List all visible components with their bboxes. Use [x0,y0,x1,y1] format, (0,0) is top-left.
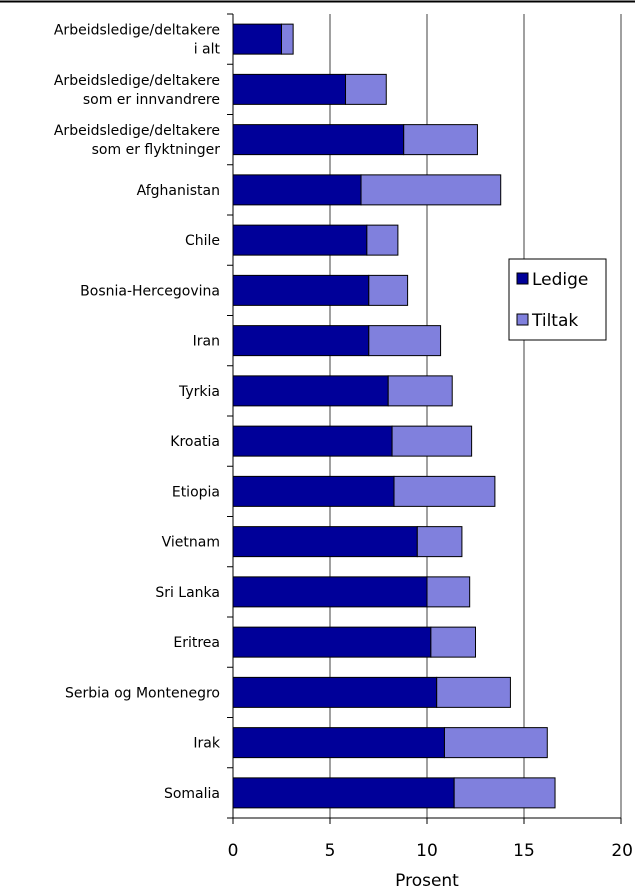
bar-ledige-8 [232,425,393,457]
bar-tiltak-7 [387,375,453,407]
bar-ledige-4 [232,224,368,256]
category-label-14: Irak [193,736,220,752]
bar-tiltak-14 [443,727,548,759]
bar-tiltak-10 [416,526,463,558]
category-label-1-line-0: Arbeidsledige/deltakere [54,73,220,89]
bar-tiltak-4 [366,224,399,256]
legend-label-ledige: Ledige [532,270,588,290]
category-label-4: Chile [185,233,220,249]
category-label-12: Eritrea [173,635,220,651]
bar-tiltak-8 [391,425,473,457]
x-tick-label-10: 10 [416,841,438,861]
category-label-7: Tyrkia [178,384,220,400]
bar-tiltak-2 [403,124,478,156]
x-tick-label-0: 0 [228,841,239,861]
bar-tiltak-5 [368,274,409,306]
axes [227,13,622,824]
bar-ledige-9 [232,475,395,507]
bar-tiltak-13 [436,676,511,708]
bar-tiltak-12 [430,626,477,658]
category-label-0-line-1: i alt [194,42,221,58]
x-tick-labels: 0 5 10 15 20 [228,841,633,861]
category-label-10: Vietnam [162,535,220,551]
bar-tiltak-6 [368,325,442,357]
legend: Ledige Tiltak [508,258,607,341]
bar-tiltak-15 [453,777,556,809]
category-label-9: Etiopia [172,484,220,500]
bar-ledige-5 [232,274,370,306]
category-label-11: Sri Lanka [155,585,220,601]
category-label-6: Iran [193,334,220,350]
x-tick-label-20: 20 [611,841,633,861]
x-tick-label-15: 15 [513,841,535,861]
category-label-2-line-0: Arbeidsledige/deltakere [54,123,220,139]
legend-label-tiltak: Tiltak [531,311,578,331]
category-label-0-line-0: Arbeidsledige/deltakere [54,23,220,39]
bar-ledige-0 [232,23,282,55]
bar-ledige-11 [232,576,428,608]
category-label-13: Serbia og Montenegro [65,685,220,701]
bar-tiltak-11 [426,576,471,608]
category-label-5: Bosnia-Hercegovina [80,283,220,299]
category-labels: Arbeidsledige/deltakere i alt Arbeidsledig… [54,23,221,802]
x-tick-label-5: 5 [325,841,336,861]
bar-ledige-3 [232,174,362,206]
bar-ledige-12 [232,626,432,658]
bar-ledige-13 [232,676,438,708]
bar-ledige-10 [232,526,418,558]
bar-tiltak-1 [345,73,387,105]
category-label-1-line-1: som er innvandrere [83,92,220,108]
bar-ledige-14 [232,727,445,759]
bar-tiltak-3 [360,174,502,206]
bar-ledige-2 [232,124,405,156]
bar-tiltak-0 [281,23,294,55]
legend-swatch-ledige [516,272,529,285]
bar-tiltak-9 [393,475,496,507]
bar-ledige-15 [232,777,455,809]
category-label-15: Somalia [164,786,220,802]
bar-ledige-7 [232,375,389,407]
bar-ledige-6 [232,325,370,357]
bar-ledige-1 [232,73,347,105]
category-label-3: Afghanistan [137,183,220,199]
x-axis-title: Prosent [395,871,459,891]
category-label-2-line-1: som er flyktninger [92,142,221,158]
bars [232,23,556,809]
category-label-8: Kroatia [170,434,220,450]
legend-swatch-tiltak [516,313,529,326]
